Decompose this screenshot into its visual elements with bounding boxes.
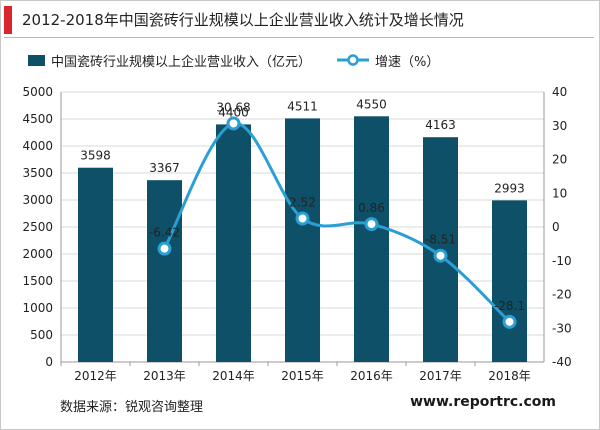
growth-value-label: -6.42 [149, 226, 180, 240]
legend-line-label: 增速（%） [375, 54, 440, 70]
y-right-tick-label: -20 [552, 288, 572, 302]
growth-value-label: 0.86 [358, 201, 385, 215]
bar [285, 118, 320, 362]
bar [147, 180, 182, 362]
y-left-tick-label: 500 [30, 328, 53, 342]
y-left-tick-label: 4000 [22, 139, 53, 153]
y-left-tick-label: 0 [45, 355, 53, 369]
x-tick-label: 2012年 [74, 369, 117, 383]
growth-rate-point [433, 248, 448, 263]
bar [354, 116, 389, 362]
growth-value-label: 2.52 [289, 195, 316, 209]
x-tick-label: 2014年 [212, 369, 255, 383]
bar-value-label: 4550 [356, 97, 387, 111]
title-divider [4, 37, 594, 38]
title-bar: 2012-2018年中国瓷砖行业规模以上企业营业收入统计及增长情况 [0, 0, 600, 40]
growth-value-label: 30.68 [216, 100, 250, 114]
growth-rate-point [502, 314, 517, 329]
bar [216, 124, 251, 363]
y-left-tick-label: 4500 [22, 112, 53, 126]
y-left-tick-label: 1000 [22, 301, 53, 315]
bar-value-label: 3367 [149, 161, 180, 175]
bar-value-label: 4511 [287, 99, 318, 113]
y-right-tick-label: 20 [552, 153, 567, 167]
legend-bar-swatch [28, 54, 45, 66]
data-source-note: 数据来源：锐观咨询整理 [60, 400, 204, 415]
y-right-tick-label: 10 [552, 186, 567, 200]
bar [78, 167, 113, 362]
y-left-tick-label: 3500 [22, 166, 53, 180]
growth-rate-point [157, 241, 172, 256]
x-tick-label: 2016年 [350, 369, 393, 383]
y-left-tick-label: 1500 [22, 274, 53, 288]
y-right-tick-label: 0 [552, 220, 560, 234]
legend-bar-label: 中国瓷砖行业规模以上企业营业收入（亿元） [51, 54, 312, 70]
bar-value-label: 4163 [425, 118, 456, 132]
growth-rate-point [295, 211, 310, 226]
y-left-tick-label: 3000 [22, 193, 53, 207]
x-tick-label: 2013年 [143, 369, 186, 383]
x-tick-label: 2015年 [281, 369, 324, 383]
chart-legend: 中国瓷砖行业规模以上企业营业收入（亿元） 增速（%） [28, 50, 439, 70]
x-tick-label: 2017年 [419, 369, 462, 383]
y-left-tick-label: 5000 [22, 85, 53, 99]
growth-value-label: -8.51 [425, 233, 456, 247]
bar-value-label: 2993 [494, 181, 525, 195]
y-right-tick-label: 30 [552, 119, 567, 133]
growth-value-label: -28.1 [494, 299, 525, 313]
bar [492, 200, 527, 362]
y-right-tick-label: -30 [552, 321, 572, 335]
growth-rate-point [364, 217, 379, 232]
website-watermark: www.reportrc.com [410, 394, 556, 410]
x-tick-label: 2018年 [488, 369, 531, 383]
growth-rate-point [226, 116, 241, 131]
y-right-tick-label: -40 [552, 355, 572, 369]
bar-value-label: 3598 [80, 149, 111, 163]
title-accent-bar [4, 6, 12, 34]
legend-line-swatch [337, 54, 370, 66]
chart-title: 2012-2018年中国瓷砖行业规模以上企业营业收入统计及增长情况 [22, 11, 464, 29]
y-right-tick-label: -10 [552, 254, 572, 268]
y-right-tick-label: 40 [552, 85, 567, 99]
y-left-tick-label: 2500 [22, 220, 53, 234]
bar-value-label: 4400 [218, 105, 249, 119]
y-left-tick-label: 2000 [22, 247, 53, 261]
